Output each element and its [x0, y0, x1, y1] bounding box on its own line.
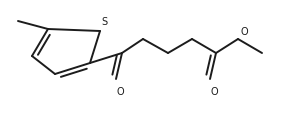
Text: O: O [210, 86, 218, 96]
Text: S: S [101, 17, 107, 27]
Text: O: O [240, 27, 248, 37]
Text: O: O [116, 86, 124, 96]
